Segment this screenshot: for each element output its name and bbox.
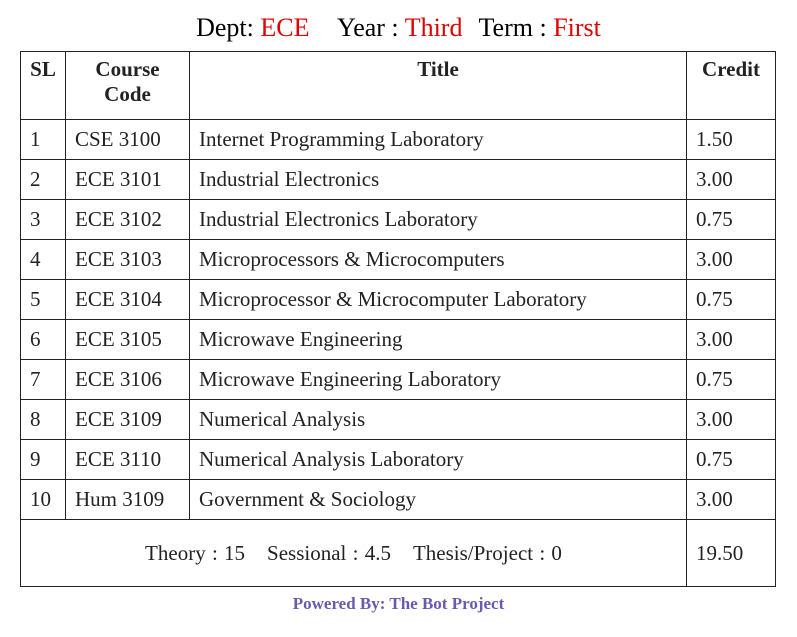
cell-title: Internet Programming Laboratory	[189, 119, 687, 160]
cell-course-code: ECE 3102	[65, 199, 190, 240]
cell-sl: 3	[20, 199, 66, 240]
column-header-sl: SL	[20, 51, 66, 120]
cell-sl: 8	[20, 399, 66, 440]
table-row: 10 Hum 3109 Government & Sociology 3.00	[20, 479, 776, 520]
cell-course-code: CSE 3100	[65, 119, 190, 160]
page-title: Dept: ECE Year : Third Term : First	[0, 8, 797, 48]
cell-course-code: ECE 3104	[65, 279, 190, 320]
cell-sl: 6	[20, 319, 66, 360]
cell-course-code: Hum 3109	[65, 479, 190, 520]
cell-title: Microprocessor & Microcomputer Laborator…	[189, 279, 687, 320]
cell-title: Microwave Engineering	[189, 319, 687, 360]
dept-label: Dept:	[196, 13, 254, 42]
summary-theory: Theory : 15	[145, 540, 246, 565]
table-row: 1 CSE 3100 Internet Programming Laboratory…	[20, 119, 776, 160]
cell-title: Microprocessors & Microcomputers	[189, 239, 687, 280]
footer-credit: Powered By: The Bot Project	[292, 594, 505, 613]
course-rows: 1 CSE 3100 Internet Programming Laboratory…	[20, 119, 776, 520]
year-label: Year :	[337, 13, 399, 42]
cell-sl: 7	[20, 359, 66, 400]
table-row: 3 ECE 3102 Industrial Electronics Laborato…	[20, 199, 776, 240]
cell-course-code: ECE 3106	[65, 359, 190, 400]
cell-title: Microwave Engineering Laboratory	[189, 359, 687, 400]
cell-credit: 0.75	[686, 199, 776, 240]
cell-credit: 3.00	[686, 239, 776, 280]
cell-title: Numerical Analysis Laboratory	[189, 439, 687, 480]
cell-credit: 3.00	[686, 479, 776, 520]
table-row: 5 ECE 3104 Microprocessor & Microcomputer …	[20, 279, 776, 320]
cell-credit: 3.00	[686, 319, 776, 360]
column-header-credit: Credit	[686, 51, 776, 120]
cell-sl: 2	[20, 159, 66, 200]
cell-course-code: ECE 3109	[65, 399, 190, 440]
summary-row: Theory : 15 Sessional : 4.5 Thesis/Project…	[20, 519, 776, 587]
course-table: SL Course Code Title Credit 1 CSE 3100 Inte…	[20, 51, 776, 587]
column-header-course-code: Course Code	[65, 51, 190, 120]
cell-credit: 0.75	[686, 439, 776, 480]
summary-total-credit: 19.50	[686, 519, 776, 587]
cell-course-code: ECE 3105	[65, 319, 190, 360]
table-row: 6 ECE 3105 Microwave Engineering 3.00	[20, 319, 776, 360]
table-row: 7 ECE 3106 Microwave Engineering Laborator…	[20, 359, 776, 400]
cell-title: Industrial Electronics Laboratory	[189, 199, 687, 240]
cell-credit: 0.75	[686, 279, 776, 320]
summary-thesis: Thesis/Project : 0	[412, 540, 562, 565]
term-value: First	[553, 13, 601, 42]
cell-sl: 5	[20, 279, 66, 320]
cell-course-code: ECE 3110	[65, 439, 190, 480]
table-header-row: SL Course Code Title Credit	[20, 51, 776, 120]
cell-sl: 4	[20, 239, 66, 280]
cell-credit: 0.75	[686, 359, 776, 400]
summary-cell: Theory : 15 Sessional : 4.5 Thesis/Project…	[20, 519, 687, 587]
year-value: Third	[404, 13, 463, 42]
table-row: 2 ECE 3101 Industrial Electronics 3.00	[20, 159, 776, 200]
column-header-title: Title	[189, 51, 687, 120]
summary-sessional: Sessional : 4.5	[267, 540, 391, 565]
cell-credit: 3.00	[686, 399, 776, 440]
cell-course-code: ECE 3101	[65, 159, 190, 200]
cell-sl: 9	[20, 439, 66, 480]
cell-credit: 1.50	[686, 119, 776, 160]
table-row: 8 ECE 3109 Numerical Analysis 3.00	[20, 399, 776, 440]
cell-sl: 10	[20, 479, 66, 520]
dept-value: ECE	[260, 13, 310, 42]
cell-credit: 3.00	[686, 159, 776, 200]
table-row: 9 ECE 3110 Numerical Analysis Laboratory 0.…	[20, 439, 776, 480]
cell-title: Government & Sociology	[189, 479, 687, 520]
cell-sl: 1	[20, 119, 66, 160]
term-label: Term :	[478, 13, 547, 42]
cell-title: Numerical Analysis	[189, 399, 687, 440]
table-row: 4 ECE 3103 Microprocessors & Microcomputer…	[20, 239, 776, 280]
cell-title: Industrial Electronics	[189, 159, 687, 200]
cell-course-code: ECE 3103	[65, 239, 190, 280]
